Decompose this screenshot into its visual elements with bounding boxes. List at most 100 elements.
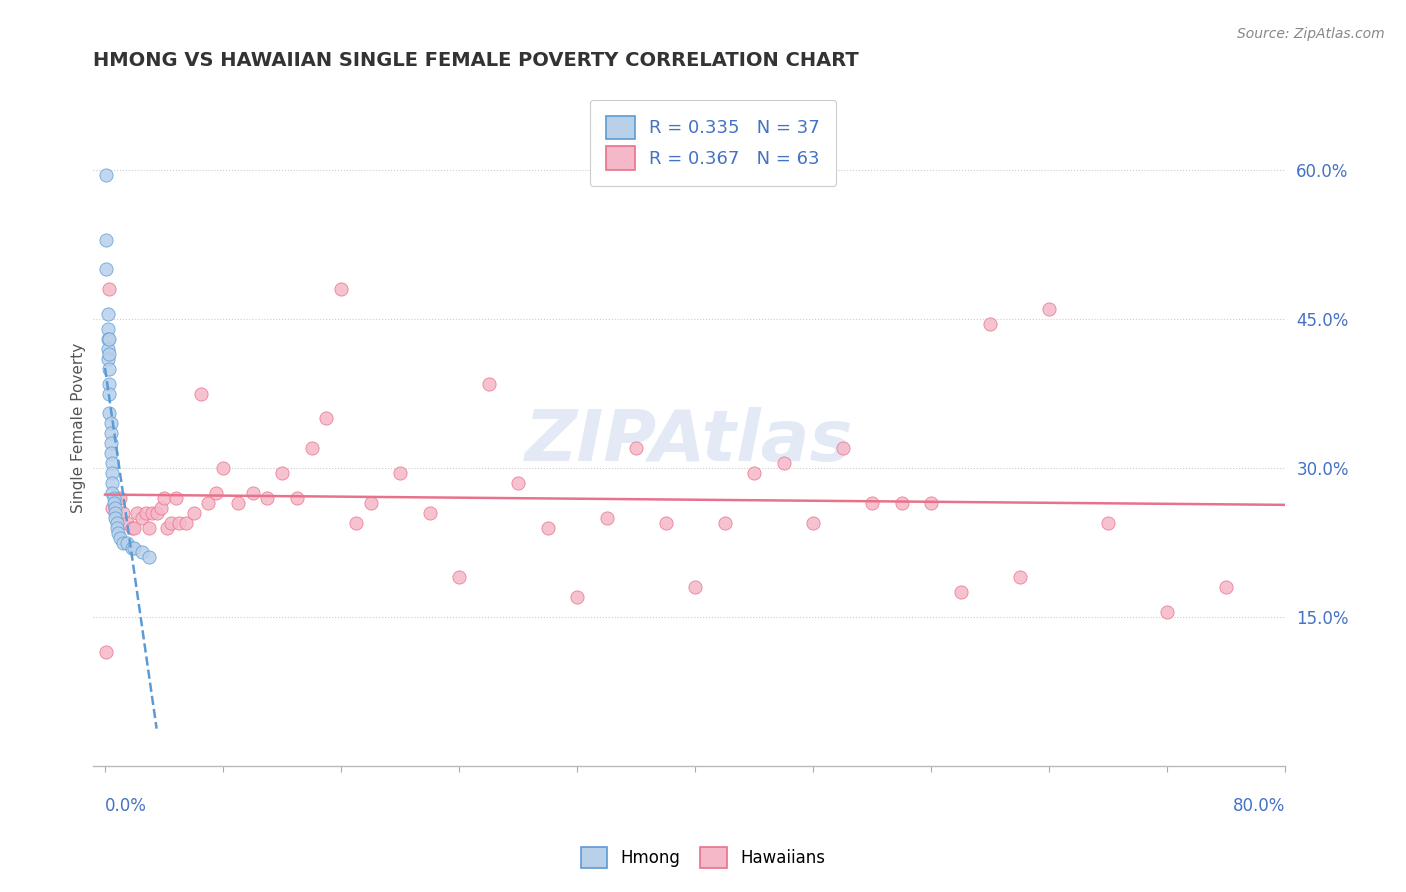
Point: [124, 541, 146, 555]
Point: [536, 521, 558, 535]
Point: [97, 351, 120, 366]
Point: [97, 332, 120, 346]
Point: [595, 510, 617, 524]
Point: [624, 441, 647, 455]
Point: [654, 516, 676, 530]
Point: [101, 475, 124, 490]
Text: ZIPAtlas: ZIPAtlas: [524, 408, 853, 476]
Point: [801, 516, 824, 530]
Point: [772, 456, 794, 470]
Point: [831, 441, 853, 455]
Point: [1008, 570, 1031, 584]
Point: [447, 570, 470, 584]
Point: [315, 411, 337, 425]
Point: [920, 496, 942, 510]
Point: [1097, 516, 1119, 530]
Point: [105, 516, 128, 530]
Point: [565, 590, 588, 604]
Point: [97, 307, 120, 321]
Text: Source: ZipAtlas.com: Source: ZipAtlas.com: [1237, 27, 1385, 41]
Point: [138, 521, 160, 535]
Point: [97, 342, 120, 356]
Point: [360, 496, 382, 510]
Point: [1215, 580, 1237, 594]
Point: [890, 496, 912, 510]
Point: [153, 491, 176, 505]
Point: [138, 550, 160, 565]
Point: [271, 466, 294, 480]
Point: [242, 486, 264, 500]
Point: [107, 525, 129, 540]
Legend: R = 0.335   N = 37, R = 0.367   N = 63: R = 0.335 N = 37, R = 0.367 N = 63: [589, 100, 837, 186]
Point: [103, 496, 125, 510]
Point: [212, 461, 235, 475]
Point: [104, 506, 127, 520]
Y-axis label: Single Female Poverty: Single Female Poverty: [72, 343, 86, 514]
Point: [197, 496, 219, 510]
Legend: Hmong, Hawaiians: Hmong, Hawaiians: [574, 840, 832, 875]
Text: 80.0%: 80.0%: [1233, 797, 1285, 814]
Point: [506, 475, 529, 490]
Point: [105, 491, 128, 505]
Point: [100, 426, 122, 441]
Point: [301, 441, 323, 455]
Point: [121, 521, 143, 535]
Point: [100, 446, 122, 460]
Point: [174, 516, 197, 530]
Point: [111, 506, 134, 520]
Point: [96, 645, 118, 659]
Point: [389, 466, 412, 480]
Point: [104, 510, 127, 524]
Point: [330, 282, 353, 296]
Point: [98, 332, 121, 346]
Point: [105, 521, 128, 535]
Point: [742, 466, 765, 480]
Point: [860, 496, 883, 510]
Point: [160, 516, 183, 530]
Point: [121, 541, 143, 555]
Point: [156, 521, 179, 535]
Point: [101, 466, 124, 480]
Point: [979, 317, 1001, 331]
Point: [115, 535, 138, 549]
Point: [949, 585, 972, 599]
Point: [108, 491, 131, 505]
Point: [98, 386, 121, 401]
Point: [100, 417, 122, 431]
Point: [285, 491, 308, 505]
Point: [1156, 605, 1178, 619]
Point: [204, 486, 226, 500]
Point: [145, 506, 167, 520]
Point: [115, 516, 138, 530]
Text: 0.0%: 0.0%: [105, 797, 146, 814]
Point: [100, 436, 122, 450]
Point: [104, 500, 127, 515]
Point: [131, 510, 153, 524]
Point: [96, 233, 118, 247]
Point: [256, 491, 278, 505]
Point: [97, 322, 120, 336]
Point: [167, 516, 190, 530]
Point: [419, 506, 441, 520]
Point: [98, 361, 121, 376]
Point: [108, 531, 131, 545]
Point: [1038, 302, 1060, 317]
Point: [226, 496, 249, 510]
Point: [344, 516, 367, 530]
Point: [98, 407, 121, 421]
Point: [683, 580, 706, 594]
Point: [101, 456, 124, 470]
Point: [98, 282, 121, 296]
Point: [477, 376, 499, 391]
Point: [190, 386, 212, 401]
Text: HMONG VS HAWAIIAN SINGLE FEMALE POVERTY CORRELATION CHART: HMONG VS HAWAIIAN SINGLE FEMALE POVERTY …: [93, 51, 859, 70]
Point: [124, 521, 146, 535]
Point: [96, 168, 118, 182]
Point: [150, 500, 173, 515]
Point: [98, 376, 121, 391]
Point: [713, 516, 735, 530]
Point: [111, 535, 134, 549]
Point: [141, 506, 163, 520]
Point: [135, 506, 157, 520]
Point: [98, 347, 121, 361]
